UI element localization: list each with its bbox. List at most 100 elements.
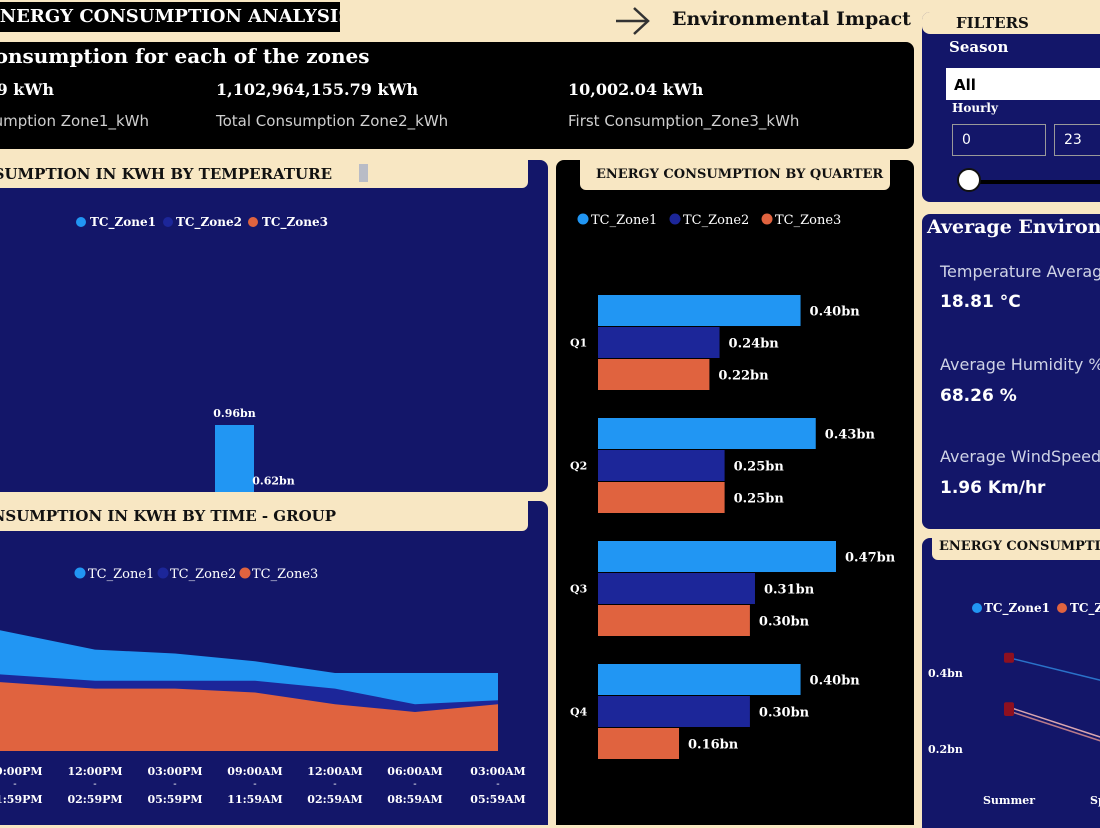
season-legend: TC_Zone1 TC_Zone3 <box>972 601 1100 616</box>
environment-title: Average Environmental Factors <box>927 216 1100 238</box>
filters-title: FILTERS <box>956 14 1029 32</box>
quarter-chart-card: ENERGY CONSUMPTION BY QUARTER TC_Zone1 T… <box>556 160 914 825</box>
season-point[interactable] <box>1004 652 1014 663</box>
time-chart-header: TOTAL CONSUMPTION IN KWH BY TIME - GROUP <box>0 501 528 531</box>
focus-mode-icon[interactable] <box>359 164 368 182</box>
quarter-data-label: 0.40bn <box>810 305 861 320</box>
quarter-data-label: 0.22bn <box>718 369 769 384</box>
quarter-data-label: 0.25bn <box>734 492 785 507</box>
season-chart-card: ENERGY CONSUMPTION BY SEASON TC_Zone1 TC… <box>922 538 1100 828</box>
hour-slider-handle[interactable] <box>957 168 981 192</box>
season-dropdown[interactable]: All <box>946 68 1100 100</box>
legend-label-zone1: TC_Zone1 <box>984 601 1050 616</box>
quarter-bar-3-0[interactable] <box>598 664 801 695</box>
time-tick-dash: - <box>413 779 416 790</box>
kpi-panel: Total Consumption for each of the zones … <box>0 42 914 149</box>
season-line-zone1[interactable] <box>1008 657 1100 681</box>
quarter-label: Q4 <box>570 706 588 719</box>
temp-bar-2-0[interactable] <box>215 425 254 492</box>
legend-swatch-zone3 <box>761 213 773 225</box>
hour-min-input[interactable]: 0 <box>952 124 1046 156</box>
quarter-chart-header: ENERGY CONSUMPTION BY QUARTER <box>580 160 890 190</box>
time-tick-top: 12:00AM <box>307 765 362 778</box>
time-tick-bottom: 02:59AM <box>307 793 362 806</box>
legend-swatch-zone2 <box>157 567 169 579</box>
season-line-zone2[interactable] <box>1008 710 1100 742</box>
filters-panel: FILTERS Season All Hourly 0 23 <box>922 12 1100 202</box>
quarter-bar-2-0[interactable] <box>598 541 836 572</box>
kpi-zone2-value: 1,102,964,155.79 kWh <box>216 80 419 99</box>
season-line-zone3[interactable] <box>1008 706 1100 738</box>
quarter-bar-3-2[interactable] <box>598 728 680 759</box>
time-tick-dash: - <box>173 779 176 790</box>
quarter-bar-0-2[interactable] <box>598 359 710 390</box>
legend-label-zone3: TC_Zone3 <box>775 213 841 228</box>
time-tick-bottom: 11:59AM <box>227 793 282 806</box>
quarter-label: Q3 <box>570 583 587 596</box>
season-dropdown-value: All <box>954 76 976 94</box>
legend-swatch-zone3 <box>248 217 258 227</box>
hourly-label: Hourly <box>952 101 998 115</box>
quarter-data-label: 0.30bn <box>759 615 810 630</box>
quarter-label: Q1 <box>570 337 587 350</box>
legend-swatch-zone1 <box>74 567 86 579</box>
season-point[interactable] <box>1004 702 1014 713</box>
hour-min-value: 0 <box>962 132 971 148</box>
quarter-data-label: 0.24bn <box>729 337 780 352</box>
time-chart-card: TOTAL CONSUMPTION IN KWH BY TIME - GROUP… <box>0 501 548 825</box>
legend-swatch-zone1 <box>76 217 86 227</box>
legend-label-zone2: TC_Zone2 <box>683 213 749 228</box>
quarter-bar-1-1[interactable] <box>598 450 725 481</box>
legend-label-zone1: TC_Zone1 <box>591 213 657 228</box>
time-tick-top: 09:00AM <box>227 765 282 778</box>
dashboard-title: ENERGY CONSUMPTION ANALYSIS DASHBOARD <box>0 2 340 32</box>
hour-max-value: 23 <box>1064 132 1082 148</box>
filters-header: FILTERS <box>922 12 1100 34</box>
time-legend: TC_Zone1 TC_Zone2 TC_Zone3 <box>74 567 318 582</box>
time-area-zone3[interactable] <box>0 681 498 751</box>
quarter-data-label: 0.16bn <box>688 738 739 753</box>
hour-max-input[interactable]: 23 <box>1054 124 1100 156</box>
quarter-data-label: 0.25bn <box>734 460 785 475</box>
temperature-chart-header: TOTAL CONSUMPTION IN KWH BY TEMPERATURE <box>0 160 528 188</box>
quarter-bar-0-1[interactable] <box>598 327 720 358</box>
season-x-tick: Spring <box>1090 794 1100 807</box>
kpi-heading: Total Consumption for each of the zones <box>0 44 370 68</box>
legend-label-zone2: TC_Zone2 <box>170 567 236 582</box>
time-tick-bottom: 08:59AM <box>387 793 442 806</box>
time-tick-dash: - <box>93 779 96 790</box>
legend-label-zone3: TC_Zone3 <box>252 567 318 582</box>
hour-slider-track[interactable] <box>970 180 1100 184</box>
season-chart-title: ENERGY CONSUMPTION BY SEASON <box>939 539 1100 554</box>
time-tick-dash: - <box>13 779 16 790</box>
time-tick-dash: - <box>253 779 256 790</box>
quarter-bar-0-0[interactable] <box>598 295 801 326</box>
arrow-right-icon[interactable] <box>612 4 654 38</box>
humidity-value: 68.26 % <box>940 386 1017 406</box>
windspeed-value: 1.96 Km/hr <box>940 478 1046 498</box>
time-chart: TC_Zone1 TC_Zone2 TC_Zone3 09:00PM-11:59… <box>0 567 526 806</box>
legend-label-zone1: TC_Zone1 <box>90 215 156 230</box>
time-tick-top: 09:00PM <box>0 765 43 778</box>
legend-swatch-zone1 <box>972 603 982 613</box>
season-chart: TC_Zone1 TC_Zone3 0.4bn 0.2bn Summer Spring <box>928 601 1100 807</box>
quarter-data-label: 0.31bn <box>764 583 815 598</box>
legend-swatch-zone3 <box>239 567 251 579</box>
quarter-bar-2-2[interactable] <box>598 605 750 636</box>
quarter-bar-1-0[interactable] <box>598 418 816 449</box>
kpi-zone2-label: Total Consumption Zone2_kWh <box>216 112 449 130</box>
legend-label-zone2: TC_Zone2 <box>176 215 242 230</box>
temperature-chart-card: TOTAL CONSUMPTION IN KWH BY TEMPERATURE … <box>0 160 548 492</box>
quarter-data-label: 0.47bn <box>845 551 896 566</box>
legend-swatch-zone1 <box>577 213 589 225</box>
season-y-tick: 0.2bn <box>928 743 963 756</box>
time-tick-bottom: 05:59PM <box>147 793 202 806</box>
legend-label-zone3: TC_Zone3 <box>1070 601 1100 616</box>
environmental-impact-link[interactable]: Environmental Impact <box>672 8 911 30</box>
quarter-bar-1-2[interactable] <box>598 482 725 513</box>
quarter-bar-3-1[interactable] <box>598 696 750 727</box>
quarter-bar-2-1[interactable] <box>598 573 755 604</box>
quarter-label: Q2 <box>570 460 587 473</box>
temperature-chart: TC_Zone1 TC_Zone2 TC_Zone3 0.23bnCold [<… <box>76 215 328 492</box>
time-tick-bottom: 02:59PM <box>67 793 122 806</box>
